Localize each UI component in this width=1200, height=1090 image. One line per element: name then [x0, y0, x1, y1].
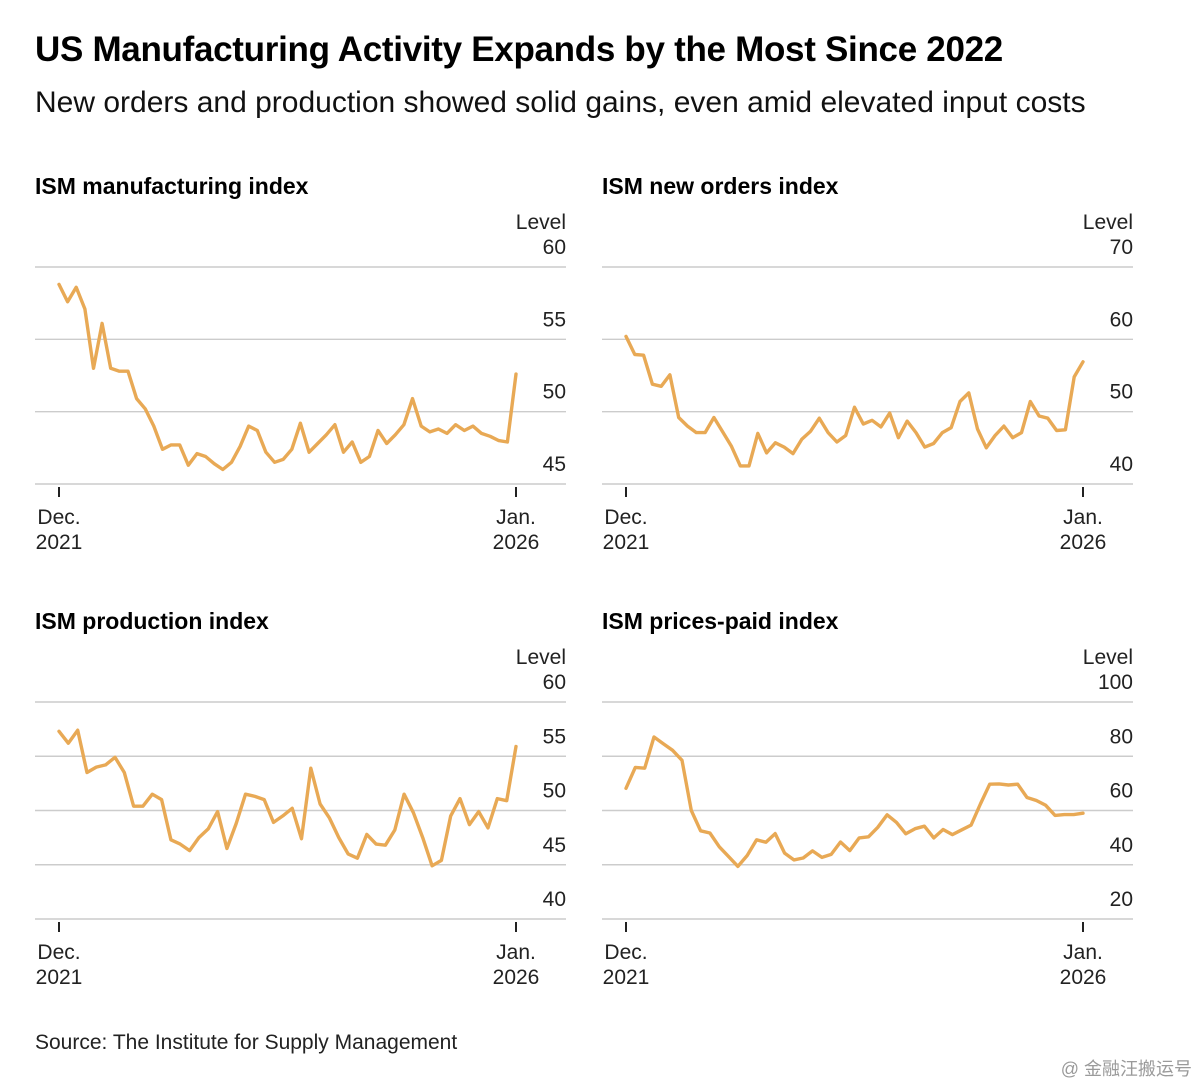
panel-ism-new-orders: ISM new orders index Level 70 60 50 40 Dec. 20… [602, 173, 1137, 573]
x-tick-label: Jan. [496, 941, 536, 964]
x-tick-label: 2021 [603, 531, 650, 554]
y-tick-label: 45 [543, 834, 566, 857]
y-tick-label: 50 [1110, 381, 1133, 404]
watermark: @ 金融汪搬运号 [1060, 1059, 1192, 1079]
x-tick-label: 2021 [36, 531, 83, 554]
series-line [57, 282, 518, 472]
y-tick-label: 50 [543, 780, 566, 803]
y-tick-label: 70 [1110, 236, 1133, 259]
y-tick-label: 80 [1110, 725, 1133, 748]
y-tick-label: 60 [543, 671, 566, 694]
source-note: Source: The Institute for Supply Managem… [35, 1031, 458, 1054]
x-tick-label: Dec. [604, 506, 647, 529]
y-tick-label: 100 [1098, 671, 1133, 694]
x-tick-label: 2026 [493, 531, 540, 554]
x-tick-label: Jan. [496, 506, 536, 529]
panel-title: ISM production index [35, 608, 269, 634]
x-tick-label: Dec. [37, 941, 80, 964]
panel-ism-production: ISM production index Level 60 55 50 45 40 Dec.… [35, 608, 570, 1008]
x-tick-label: Jan. [1063, 506, 1103, 529]
y-tick-label: 55 [543, 725, 566, 748]
y-tick-label: 55 [543, 308, 566, 331]
chart-title: US Manufacturing Activity Expands by the… [35, 30, 1003, 69]
x-tick-label: Dec. [604, 941, 647, 964]
series-line [624, 735, 1085, 869]
x-tick-label: 2026 [1060, 966, 1107, 989]
panel-ism-prices-paid: ISM prices-paid index Level 100 80 60 40 20 De… [602, 608, 1137, 1008]
x-tick-label: Jan. [1063, 941, 1103, 964]
x-tick-label: 2021 [603, 966, 650, 989]
panel-title: ISM new orders index [602, 173, 839, 199]
x-tick-label: 2026 [1060, 531, 1107, 554]
y-tick-label: 40 [1110, 453, 1133, 476]
chart-subtitle: New orders and production showed solid g… [35, 86, 1086, 119]
x-tick-label: 2026 [493, 966, 540, 989]
x-tick-label: Dec. [37, 506, 80, 529]
panel-title: ISM manufacturing index [35, 173, 309, 199]
y-tick-label: 60 [543, 236, 566, 259]
y-tick-label: 45 [543, 453, 566, 476]
y-tick-label: 20 [1110, 888, 1133, 911]
y-tick-label: 40 [1110, 834, 1133, 857]
panel-title: ISM prices-paid index [602, 608, 839, 634]
y-tick-label: 40 [543, 888, 566, 911]
y-tick-label: 50 [543, 381, 566, 404]
y-axis-unit-label: Level [1083, 646, 1133, 669]
y-tick-label: 60 [1110, 308, 1133, 331]
series-line [624, 334, 1085, 468]
series-line [57, 728, 518, 868]
y-axis-unit-label: Level [516, 646, 566, 669]
y-tick-label: 60 [1110, 780, 1133, 803]
y-axis-unit-label: Level [516, 211, 566, 234]
y-axis-unit-label: Level [1083, 211, 1133, 234]
x-tick-label: 2021 [36, 966, 83, 989]
panel-ism-manufacturing: ISM manufacturing index Level 60 55 50 45 Dec… [35, 173, 570, 573]
